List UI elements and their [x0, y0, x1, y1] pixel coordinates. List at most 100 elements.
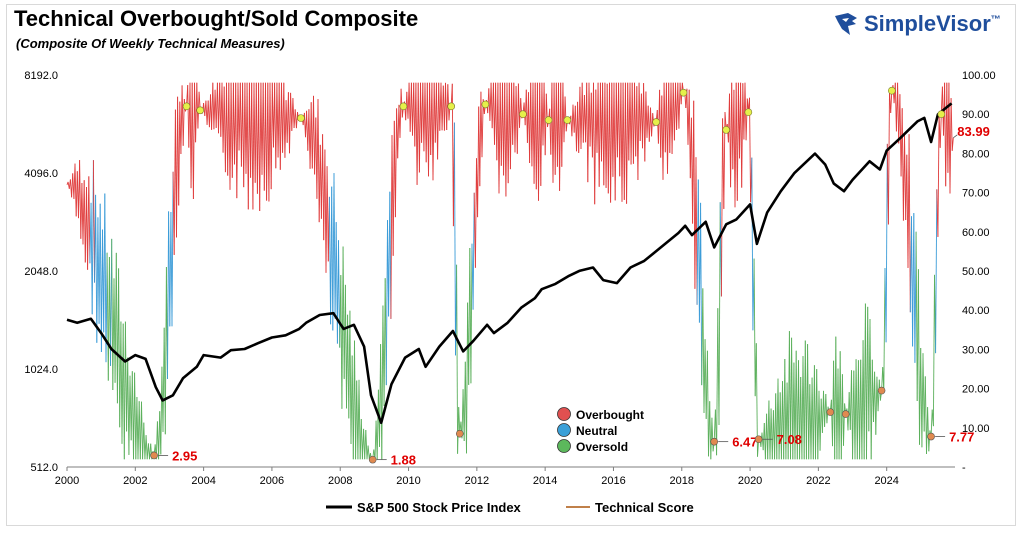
zone-legend-label: Neutral — [576, 424, 617, 438]
score-segment — [870, 359, 873, 460]
overbought-peak-marker — [182, 102, 191, 111]
score-segment — [637, 82, 640, 181]
x-axis: 2000 2002 2004 2006 2008 2010 2012 2014 2016 2018… — [55, 466, 955, 487]
score-segment — [143, 422, 146, 460]
score-segment — [118, 268, 121, 428]
score-segment — [587, 82, 590, 183]
score-segment — [807, 344, 810, 460]
score-segment — [88, 176, 91, 264]
legend-label-score: Technical Score — [595, 500, 694, 515]
score-segment — [950, 98, 953, 151]
score-segment — [236, 82, 239, 199]
score-segment — [481, 99, 484, 158]
score-segment — [720, 118, 724, 297]
score-segment — [317, 99, 320, 223]
sp500-series — [66, 102, 953, 425]
score-segment — [700, 202, 703, 386]
left-tick-label: 8192.0 — [24, 70, 58, 82]
score-segment — [678, 82, 681, 129]
score-segment — [270, 82, 273, 190]
score-segment — [662, 82, 665, 180]
score-segment — [644, 91, 647, 162]
score-segment — [418, 82, 421, 173]
score-segment — [614, 82, 617, 201]
score-segment — [932, 274, 935, 427]
left-tick-label: 2048.0 — [24, 266, 58, 278]
oversold-trough-marker — [877, 386, 886, 395]
left-axis: 8192.0 4096.0 2048.0 1024.0 512.0 — [24, 70, 58, 474]
overbought-peak-marker — [196, 106, 204, 115]
score-segment — [178, 101, 181, 206]
score-segment — [390, 135, 393, 319]
x-tick-label: 2004 — [191, 475, 215, 487]
score-segment — [397, 104, 400, 159]
score-segment — [883, 268, 886, 392]
overbought-peak-marker — [744, 108, 753, 117]
score-segment — [875, 376, 878, 435]
right-axis: 100.00 90.00 80.00 70.00 60.00 50.00 40.00 30.0… — [962, 70, 996, 474]
score-segment — [134, 372, 137, 460]
score-segment — [927, 407, 930, 452]
x-tick-label: 2006 — [260, 475, 284, 487]
score-segment — [736, 82, 739, 201]
score-segment — [706, 350, 709, 457]
score-segment — [939, 114, 942, 148]
score-segment — [381, 305, 384, 460]
x-tick-label: 2016 — [601, 475, 625, 487]
score-segment — [594, 89, 597, 205]
score-segment — [887, 90, 890, 225]
score-segment — [825, 393, 828, 424]
score-segment — [718, 202, 721, 426]
score-segment — [751, 157, 754, 331]
score-segment — [843, 403, 846, 446]
score-segment — [688, 89, 691, 179]
score-segment — [711, 417, 714, 452]
score-segment — [702, 288, 705, 414]
oversold-trough-marker — [150, 451, 158, 460]
oversold-trough-marker — [826, 408, 835, 416]
score-segment — [922, 353, 925, 432]
left-tick-label: 1024.0 — [24, 364, 58, 376]
score-segment — [289, 92, 292, 154]
technical-score-series — [66, 82, 954, 460]
x-tick-label: 2022 — [806, 475, 830, 487]
x-tick-label: 2014 — [533, 475, 557, 487]
overbought-peak-marker — [544, 116, 553, 124]
score-segment — [458, 407, 461, 434]
score-segment — [79, 160, 82, 239]
right-tick-label: 80.00 — [962, 148, 990, 160]
score-segment — [540, 82, 543, 186]
score-segment — [474, 158, 477, 268]
right-tick-label: 40.00 — [962, 305, 990, 317]
score-segment — [877, 379, 880, 412]
oversold-trough-marker — [710, 437, 719, 446]
x-tick-label: 2002 — [123, 475, 147, 487]
legend-label-sp500: S&P 500 Stock Price Index — [357, 500, 522, 515]
overbought-peak-marker — [679, 88, 688, 97]
score-segment — [517, 83, 520, 128]
overbought-peak-marker — [297, 114, 305, 122]
score-segment — [145, 435, 148, 460]
zone-legend-swatch — [557, 423, 571, 437]
zone-legend: Overbought Neutral Oversold — [557, 407, 644, 454]
x-tick-label: 2012 — [465, 475, 489, 487]
overbought-peak-marker — [481, 100, 490, 109]
left-tick-label: 4096.0 — [24, 168, 58, 180]
oversold-trough-marker — [455, 429, 464, 438]
score-segment — [509, 82, 513, 170]
right-tick-label: - — [962, 462, 966, 474]
score-segment — [917, 269, 920, 445]
score-segment — [716, 308, 719, 456]
zone-legend-swatch — [557, 439, 571, 453]
score-segment — [516, 83, 519, 154]
score-segment — [104, 193, 107, 363]
x-tick-label: 2000 — [55, 475, 79, 487]
score-segment — [333, 173, 336, 319]
score-segment — [365, 429, 368, 460]
sp500-line — [66, 102, 953, 425]
score-segment — [295, 112, 298, 129]
overbought-peak-marker — [937, 110, 946, 118]
score-segment — [626, 82, 629, 204]
score-segment — [111, 238, 114, 391]
score-segment — [453, 122, 456, 356]
